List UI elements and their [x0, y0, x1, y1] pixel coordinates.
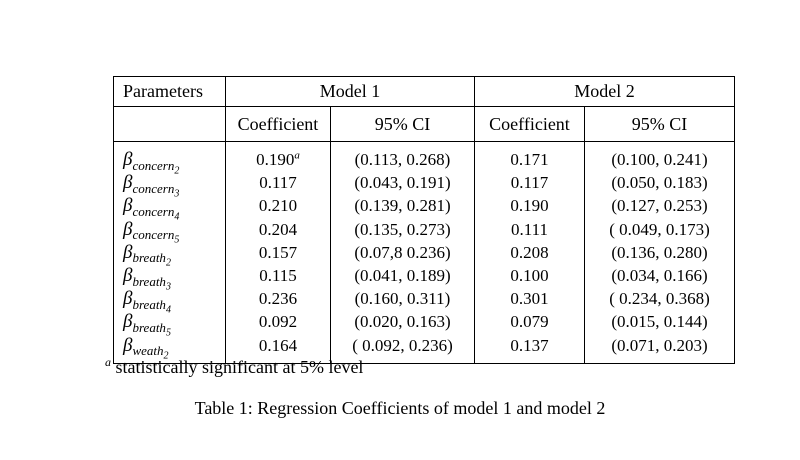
- beta-symbol: β: [123, 334, 133, 356]
- m2-ci-cell: ( 0.234, 0.368): [609, 289, 710, 309]
- beta-symbol: β: [123, 195, 133, 217]
- m2-ci-cell: (0.050, 0.183): [611, 173, 708, 193]
- param-cell: βbreath5: [113, 310, 226, 339]
- beta-symbol: β: [123, 241, 133, 263]
- m1-ci-cell: (0.041, 0.189): [330, 263, 475, 288]
- param-cell: βbreath2: [113, 240, 226, 269]
- header-row-measures: Coefficient 95% CI Coefficient 95% CI: [113, 106, 735, 142]
- param-cell: βconcern3: [113, 171, 226, 200]
- header-model2: Model 2: [474, 76, 735, 107]
- param-subsubscript: 4: [165, 304, 171, 316]
- table-footnote: a statistically significant at 5% level: [105, 355, 364, 378]
- table-row: βconcern4 0.210 (0.139, 0.281) 0.190 (0.127,…: [113, 194, 735, 223]
- param-subsubscript: 2: [165, 257, 171, 269]
- param-subscript: breath5: [132, 319, 171, 339]
- regression-table: Parameters Model 1 Model 2 Coefficient 9…: [113, 76, 735, 364]
- m2-coefficient-cell: 0.137: [474, 333, 585, 364]
- m2-coefficient-cell: 0.100: [474, 263, 585, 288]
- param-subscript: concern3: [132, 180, 180, 200]
- table-row: βconcern5 0.204 (0.135, 0.273) 0.111( 0.049…: [113, 217, 735, 246]
- m2-coefficient-cell: 0.079: [474, 310, 585, 334]
- beta-symbol: β: [123, 311, 133, 333]
- param-subsubscript: 3: [165, 281, 171, 293]
- param-subscript: concern5: [132, 227, 180, 246]
- param-subscript: concern4: [132, 203, 180, 223]
- table-row: βbreath2 0.157 (0.07,8 0.236) 0.208 (0.136, …: [113, 240, 735, 269]
- m1-coefficient-cell: 0.157: [225, 240, 331, 264]
- header-row-models: Parameters Model 1 Model 2: [113, 76, 735, 107]
- m2-coefficient-cell: 0.117: [474, 171, 585, 195]
- m1-coefficient-cell: 0.092: [225, 310, 331, 334]
- m2-coefficient-cell: 0.171: [474, 141, 585, 172]
- table-row: βbreath3 0.115 (0.041, 0.189) 0.100 (0.034, …: [113, 263, 735, 293]
- param-subsubscript: 5: [174, 234, 180, 246]
- beta-symbol: β: [123, 264, 133, 286]
- m1-ci-cell: (0.160, 0.311): [330, 287, 475, 311]
- table-row: βconcern2 0.190a (0.113, 0.268) 0.171 (0.100…: [113, 141, 735, 177]
- m2-ci-cell: ( 0.049, 0.173): [609, 219, 710, 239]
- m1-coefficient-cell: 0.210: [225, 194, 331, 218]
- header-m2-ci: 95% CI: [584, 106, 735, 142]
- m1-coefficient-cell: 0.204: [225, 217, 331, 241]
- footnote-marker: a: [105, 355, 111, 369]
- header-m1-ci: 95% CI: [330, 106, 475, 142]
- m2-ci-cell: (0.071, 0.203): [611, 335, 708, 355]
- m2-ci-cell: (0.127, 0.253): [611, 196, 708, 216]
- m1-ci-cell: (0.07,8 0.236): [330, 240, 475, 264]
- param-subsubscript: 2: [163, 350, 169, 362]
- param-subsubscript: 3: [174, 188, 180, 200]
- m2-coefficient-cell: 0.190: [474, 194, 585, 218]
- beta-symbol: β: [123, 218, 133, 240]
- param-subscript: breath4: [132, 296, 171, 316]
- m1-ci-cell: (0.043, 0.191): [330, 171, 475, 195]
- beta-symbol: β: [123, 149, 133, 170]
- param-subscript: breath2: [132, 250, 171, 269]
- table-caption: Table 1: Regression Coefficients of mode…: [194, 398, 606, 418]
- m1-coefficient-cell: 0.164: [225, 333, 331, 364]
- beta-symbol: β: [123, 172, 133, 194]
- param-cell: βconcern2: [113, 141, 226, 177]
- param-cell: βbreath3: [113, 263, 226, 293]
- table-body: βconcern2 0.190a (0.113, 0.268) 0.171 (0.100…: [113, 141, 735, 364]
- param-subsubscript: 4: [174, 211, 180, 223]
- document-page: Parameters Model 1 Model 2 Coefficient 9…: [113, 76, 735, 364]
- header-model1: Model 1: [225, 76, 475, 107]
- param-subscript: concern2: [132, 157, 180, 177]
- header-m2-coefficient: Coefficient: [474, 106, 585, 142]
- m1-ci-cell: (0.139, 0.281): [330, 194, 475, 218]
- m2-coefficient-cell: 0.301: [474, 287, 585, 311]
- param-cell: βweath2: [113, 333, 226, 364]
- param-cell: βconcern4: [113, 194, 226, 223]
- m1-ci-cell: (0.020, 0.163): [330, 310, 475, 334]
- m1-ci-cell: (0.113, 0.268): [330, 141, 475, 172]
- footnote-text: statistically significant at 5% level: [111, 357, 364, 377]
- m2-coefficient-cell: 0.111: [474, 217, 585, 241]
- m2-ci-cell: (0.100, 0.241): [611, 150, 708, 170]
- m2-ci-cell: (0.034, 0.166): [611, 266, 708, 286]
- table-row: βweath2 0.164( 0.092, 0.236) 0.137 (0.071, …: [113, 333, 735, 364]
- m1-coefficient-cell: 0.190a: [225, 141, 331, 172]
- table-row: βconcern3 0.117 (0.043, 0.191) 0.117 (0.050,…: [113, 171, 735, 200]
- m1-coefficient-cell: 0.236: [225, 287, 331, 311]
- header-empty-cell: [113, 106, 226, 142]
- param-cell: βbreath4: [113, 287, 226, 316]
- header-m1-coefficient: Coefficient: [225, 106, 331, 142]
- m1-ci-cell: ( 0.092, 0.236): [330, 333, 475, 364]
- m1-coefficient-cell: 0.115: [225, 263, 331, 288]
- m1-ci-cell: (0.135, 0.273): [330, 217, 475, 241]
- param-subscript: weath2: [132, 343, 169, 362]
- m2-ci-cell: (0.136, 0.280): [611, 242, 708, 262]
- table-row: βbreath4 0.236 (0.160, 0.311) 0.301( 0.234,…: [113, 287, 735, 316]
- header-parameters: Parameters: [113, 76, 226, 107]
- beta-symbol: β: [123, 288, 133, 310]
- param-subscript: breath3: [132, 273, 171, 293]
- significance-marker: a: [294, 149, 300, 162]
- param-subsubscript: 5: [165, 327, 171, 339]
- param-cell: βconcern5: [113, 217, 226, 246]
- m1-coefficient-cell: 0.117: [225, 171, 331, 195]
- param-subsubscript: 2: [174, 165, 180, 177]
- m2-coefficient-cell: 0.208: [474, 240, 585, 264]
- m2-ci-cell: (0.015, 0.144): [611, 312, 708, 332]
- table-row: βbreath5 0.092 (0.020, 0.163) 0.079 (0.015, …: [113, 310, 735, 339]
